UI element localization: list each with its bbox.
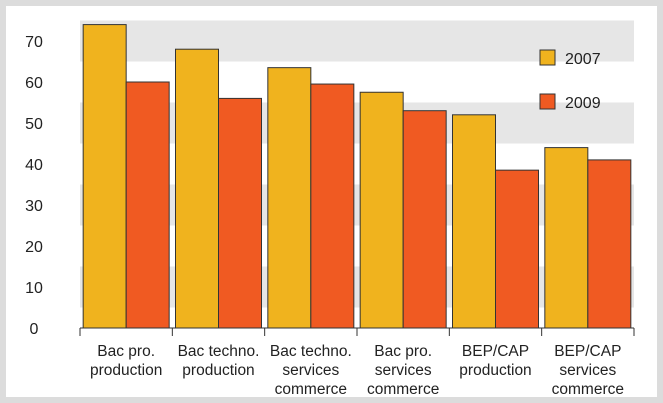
legend-label-2007: 2007 bbox=[565, 51, 601, 68]
bar-2009-2 bbox=[310, 83, 355, 329]
y-tick-label: 20 bbox=[25, 239, 43, 256]
bar-2007-0 bbox=[82, 24, 127, 329]
category-label-4: BEP/CAP production bbox=[459, 343, 531, 379]
bar-2009-1 bbox=[218, 97, 262, 329]
category-label-1: Bac techno. production bbox=[178, 343, 260, 379]
chart-frame: 0 10 20 30 40 50 60 70 Bac pro. production Bac te… bbox=[6, 6, 657, 397]
y-axis-ticks: 0 10 20 30 40 50 60 70 bbox=[25, 34, 43, 338]
x-axis bbox=[79, 327, 635, 336]
bar-2009-0 bbox=[125, 81, 170, 329]
legend-swatch-2007 bbox=[539, 49, 556, 66]
bar-2007-3 bbox=[359, 91, 404, 329]
grid-bands bbox=[80, 20, 634, 308]
bar-2007-1 bbox=[175, 48, 219, 329]
y-tick-label: 10 bbox=[25, 280, 43, 297]
legend-label-2009: 2009 bbox=[565, 95, 601, 112]
bar-2007-4 bbox=[452, 114, 496, 329]
bar-2009-3 bbox=[402, 110, 447, 329]
legend-swatch-2009 bbox=[539, 93, 556, 110]
bar-2007-2 bbox=[267, 67, 312, 329]
bars bbox=[82, 24, 632, 329]
bar-2007-5 bbox=[544, 147, 589, 329]
category-label-0: Bac pro. production bbox=[90, 343, 162, 379]
category-label-5: BEP/CAP services commerce bbox=[552, 343, 624, 397]
category-label-3: Bac pro. services commerce bbox=[367, 343, 439, 397]
y-tick-label: 30 bbox=[25, 198, 43, 215]
y-tick-label: 70 bbox=[25, 34, 43, 51]
y-tick-label: 0 bbox=[30, 321, 39, 338]
grid-band bbox=[80, 266, 634, 308]
y-tick-label: 40 bbox=[25, 157, 43, 174]
grid-band bbox=[80, 184, 634, 226]
category-label-2: Bac techno. services commerce bbox=[270, 343, 352, 397]
legend: 2007 2009 bbox=[539, 49, 601, 112]
bar-chart: 0 10 20 30 40 50 60 70 Bac pro. production Bac te… bbox=[25, 20, 635, 397]
bar-2009-4 bbox=[495, 169, 539, 329]
bar-2009-5 bbox=[587, 159, 632, 329]
y-tick-label: 60 bbox=[25, 75, 43, 92]
y-tick-label: 50 bbox=[25, 116, 43, 133]
category-labels: Bac pro. production Bac techno. production B… bbox=[90, 343, 624, 397]
